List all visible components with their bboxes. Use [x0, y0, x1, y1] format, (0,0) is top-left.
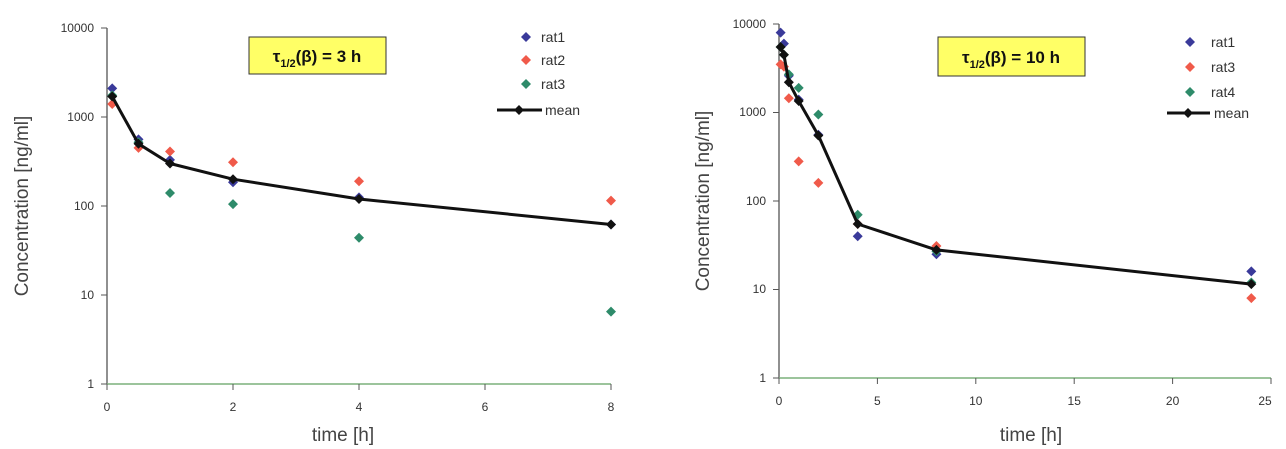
half-life-text: τ1/2(β) = 10 h	[962, 48, 1060, 71]
y-ticks: 1 10 100 1000 10000	[733, 17, 779, 385]
half-life-text: τ1/2(β) = 3 h	[273, 47, 362, 70]
tau-subscript: 1/2	[280, 58, 295, 70]
series-marks	[775, 27, 1257, 304]
data-point-rat3	[783, 93, 794, 104]
data-point-rat3	[354, 232, 364, 243]
data-point-rat2	[228, 157, 238, 168]
data-point-rat4	[813, 109, 824, 120]
data-point-mean	[783, 77, 794, 88]
chart-left: 1 10 100 1000 10000 0 2 4 6 8 time [h] C…	[12, 21, 616, 446]
data-point-mean	[606, 219, 616, 230]
data-point-mean	[852, 218, 863, 229]
data-point-mean	[228, 174, 238, 185]
y-tick-label: 10	[753, 282, 767, 296]
data-point-rat4	[793, 82, 804, 93]
y-tick-label: 10	[81, 288, 95, 302]
half-life-value: (β) = 3 h	[296, 47, 362, 66]
data-point-rat1	[852, 231, 863, 242]
legend-label: rat3	[1211, 59, 1235, 75]
y-ticks: 1 10 100 1000 10000	[61, 21, 107, 391]
legend-marker-rat1	[521, 32, 531, 42]
x-tick-label: 2	[230, 400, 237, 414]
half-life-label: τ1/2(β) = 3 h	[248, 36, 387, 75]
legend-marker-rat3	[1185, 62, 1195, 72]
series-line-mean	[779, 46, 1252, 286]
x-axis-title: time [h]	[1000, 425, 1062, 446]
legend-label: mean	[1214, 105, 1249, 121]
y-axis-title: Concentration [ng/ml]	[693, 111, 714, 292]
data-point-mean	[354, 193, 364, 204]
legend: rat1 rat2 rat3 mean	[497, 29, 580, 118]
x-tick-label: 5	[874, 394, 881, 408]
x-tick-label: 8	[608, 400, 615, 414]
data-point-rat3	[793, 156, 804, 167]
legend-marker-rat2	[521, 55, 531, 65]
data-point-rat3	[165, 187, 175, 198]
legend: rat1 rat3 rat4 mean	[1167, 34, 1249, 121]
data-point-rat3	[1246, 293, 1257, 304]
data-point-mean	[775, 41, 786, 52]
x-axis-title: time [h]	[312, 425, 374, 446]
series-marks	[107, 83, 616, 317]
data-point-rat1	[107, 83, 118, 94]
tau-symbol: τ	[273, 47, 281, 66]
x-tick-label: 6	[482, 400, 489, 414]
half-life-box	[248, 36, 387, 75]
half-life-label: τ1/2(β) = 10 h	[937, 36, 1086, 77]
x-tick-label: 25	[1258, 394, 1272, 408]
y-tick-label: 10000	[61, 21, 95, 35]
data-point-mean	[931, 244, 942, 255]
data-point-rat1	[1246, 266, 1257, 277]
x-tick-label: 20	[1166, 394, 1180, 408]
data-point-rat2	[165, 146, 175, 157]
data-point-rat2	[606, 195, 616, 206]
legend-marker-rat3	[521, 79, 531, 89]
x-tick-label: 10	[969, 394, 983, 408]
y-tick-label: 1000	[67, 110, 94, 124]
y-tick-label: 1000	[739, 105, 766, 119]
x-tick-label: 0	[776, 394, 783, 408]
data-point-mean	[133, 138, 144, 149]
data-point-mean	[813, 130, 824, 141]
legend-label: rat3	[541, 76, 565, 92]
tau-subscript: 1/2	[970, 59, 985, 71]
x-ticks: 0 2 4 6 8	[104, 384, 615, 414]
legend-marker-mean	[1183, 108, 1193, 118]
legend-label: rat1	[541, 29, 565, 45]
x-ticks: 0 5 10 15 20 25	[776, 378, 1272, 408]
y-tick-label: 1	[759, 371, 766, 385]
x-tick-label: 15	[1068, 394, 1082, 408]
data-point-rat3	[813, 177, 824, 188]
half-life-value: (β) = 10 h	[985, 48, 1060, 67]
chart-right: 1 10 100 1000 10000 0 5 10 15 20 25 time…	[693, 17, 1272, 446]
data-point-mean	[165, 158, 175, 169]
y-axis-title: Concentration [ng/ml]	[12, 116, 33, 297]
data-point-mean	[107, 91, 118, 102]
data-point-rat1	[775, 27, 786, 38]
data-point-rat3	[606, 306, 616, 317]
legend-label: rat4	[1211, 84, 1235, 100]
data-point-mean	[1246, 279, 1257, 290]
data-point-mean	[778, 49, 789, 60]
data-point-rat2	[354, 176, 364, 187]
legend-label: rat2	[541, 52, 565, 68]
y-tick-label: 10000	[733, 17, 767, 31]
data-point-mean	[793, 95, 804, 106]
x-tick-label: 4	[356, 400, 363, 414]
series-line-mean	[110, 95, 612, 226]
tau-symbol: τ	[962, 48, 970, 67]
legend-marker-mean	[514, 105, 524, 115]
legend-label: rat1	[1211, 34, 1235, 50]
legend-label: mean	[545, 102, 580, 118]
legend-marker-rat1	[1185, 37, 1195, 47]
x-tick-label: 0	[104, 400, 111, 414]
legend-marker-rat4	[1185, 87, 1195, 97]
y-tick-label: 100	[74, 199, 94, 213]
y-tick-label: 100	[746, 194, 766, 208]
half-life-box	[937, 36, 1086, 77]
data-point-rat3	[228, 199, 238, 210]
y-tick-label: 1	[87, 377, 94, 391]
